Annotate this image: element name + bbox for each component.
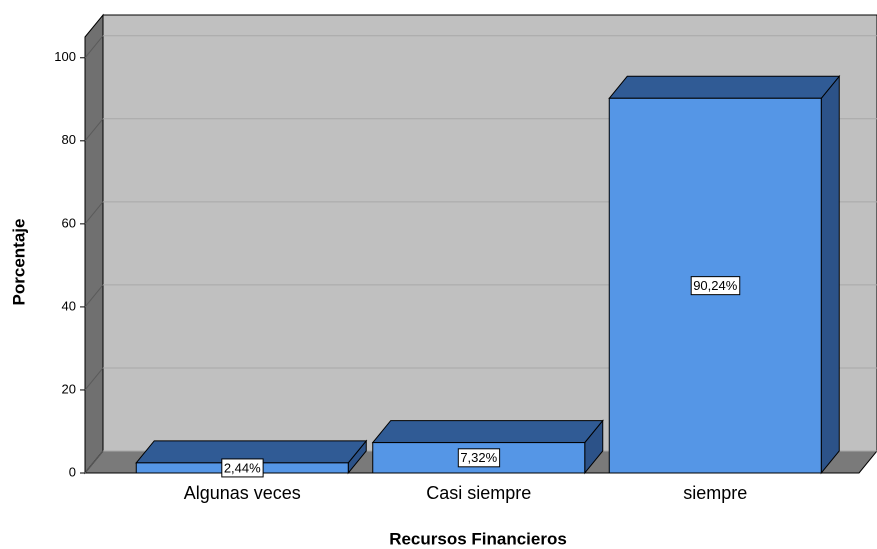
y-tick-label: 20 — [62, 381, 76, 396]
y-tick-label: 80 — [62, 132, 76, 147]
grid-line — [84, 201, 104, 225]
y-tick-label: 0 — [69, 464, 76, 479]
left-wall — [84, 13, 104, 475]
x-tick-label: Casi siempre — [426, 483, 531, 503]
bar — [608, 74, 841, 475]
value-label-box — [690, 276, 741, 296]
grid-line — [84, 450, 104, 474]
value-label: 7,32% — [460, 450, 497, 465]
grid-line — [84, 118, 104, 142]
bar-side — [820, 74, 840, 475]
y-tick-label: 40 — [62, 298, 76, 313]
y-tick-label: 100 — [54, 49, 76, 64]
bar — [371, 419, 604, 475]
value-label: 90,24% — [693, 278, 738, 293]
bar-top — [371, 420, 604, 444]
x-tick-label: Algunas veces — [184, 483, 301, 503]
grid-line — [84, 35, 104, 59]
x-tick-label: siempre — [683, 483, 747, 503]
x-axis-title: Recursos Financieros — [389, 529, 567, 548]
value-label: 2,44% — [224, 460, 261, 475]
value-label-box — [457, 448, 501, 468]
y-tick-label: 60 — [62, 215, 76, 230]
grid-line — [84, 284, 104, 308]
value-label-box — [221, 458, 264, 478]
grid-line — [84, 367, 104, 391]
y-axis-title: Porcentaje — [9, 219, 28, 306]
bar-top — [608, 75, 841, 99]
